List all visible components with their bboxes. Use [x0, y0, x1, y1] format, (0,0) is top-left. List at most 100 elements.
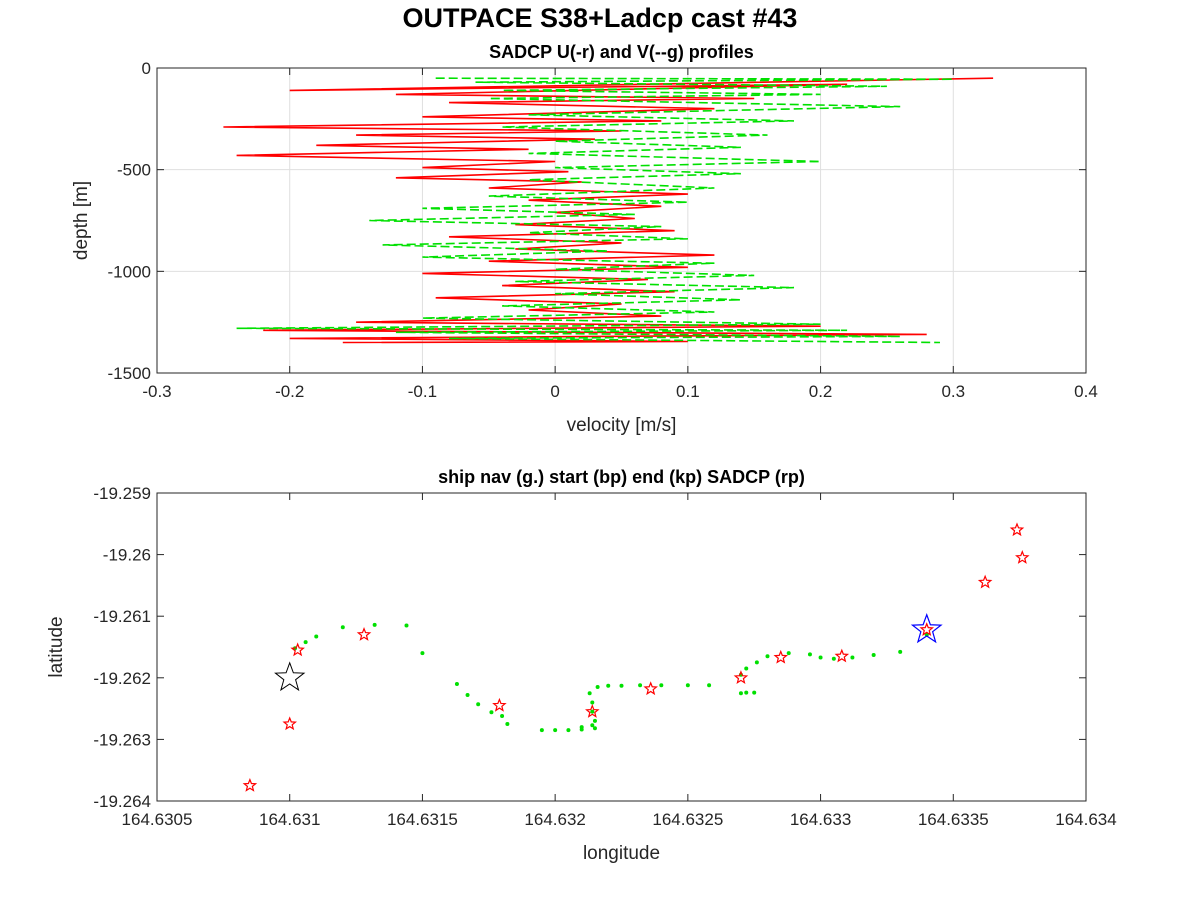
ship-nav-point — [765, 654, 770, 659]
ship-nav-point — [587, 691, 592, 696]
sadcp-point — [643, 681, 658, 696]
ship-nav-point — [638, 683, 643, 688]
ship-nav-point — [871, 653, 876, 658]
sadcp-point — [919, 622, 935, 636]
x-tick-label: 0.4 — [1074, 382, 1098, 401]
ship-nav-point — [590, 709, 595, 714]
x-tick-label: -0.3 — [142, 382, 171, 401]
y-tick-label: -19.259 — [93, 484, 151, 503]
nav-x-axis-label: longitude — [583, 843, 660, 864]
nav-axes-frame — [156, 492, 1087, 802]
y-tick-label: -1500 — [108, 364, 151, 383]
ship-nav-point — [898, 649, 903, 654]
ship-nav-point — [744, 666, 749, 671]
ship-nav-point — [850, 655, 855, 660]
sadcp-point — [1015, 550, 1030, 564]
ship-nav-point — [476, 702, 481, 707]
profiles-title: SADCP U(-r) and V(--g) profiles — [489, 42, 754, 62]
x-tick-label: 164.6305 — [122, 810, 193, 829]
v-velocity-line — [236, 77, 954, 344]
x-tick-label: 164.6335 — [918, 810, 989, 829]
ship-nav-point — [505, 722, 510, 726]
y-tick-label: -19.264 — [93, 792, 151, 811]
sadcp-point — [492, 697, 507, 712]
x-tick-label: 0.2 — [809, 382, 833, 401]
start-point-star — [274, 661, 306, 692]
y-tick-label: 0 — [142, 59, 151, 78]
profiles-data — [223, 77, 994, 344]
x-tick-label: 164.6315 — [387, 810, 458, 829]
ship-nav-point — [752, 690, 757, 695]
ship-nav-point — [590, 700, 595, 705]
ship-nav-point — [685, 683, 690, 688]
y-tick-label: -19.262 — [93, 669, 151, 688]
profiles-ticks: -0.3 -0.2 -0.1 0 0.1 0.2 0.3 0.4 -1500 -1000 -500 0 — [108, 59, 1098, 401]
profiles-plot-area — [157, 68, 1086, 373]
profiles-x-axis-label: velocity [m/s] — [567, 415, 677, 436]
ship-nav-point — [592, 726, 597, 731]
sadcp-point — [834, 648, 850, 663]
y-tick-label: -500 — [117, 161, 151, 180]
sadcp-point — [242, 777, 258, 792]
end-point-star — [910, 612, 943, 644]
ship-nav-point — [489, 710, 494, 715]
y-tick-label: -19.26 — [103, 546, 151, 565]
ship-nav-point — [553, 728, 558, 733]
figure-title: OUTPACE S38+Ladcp cast #43 — [403, 3, 798, 33]
ship-nav-point — [465, 693, 470, 698]
x-tick-label: 0.1 — [676, 382, 700, 401]
nav-plot-area — [157, 493, 1086, 801]
ship-nav-point — [500, 713, 505, 718]
ship-nav-point — [786, 651, 791, 656]
ship-nav-point — [738, 691, 743, 696]
sadcp-point — [733, 670, 749, 684]
nav-data — [242, 522, 1030, 792]
x-tick-label: 164.6325 — [652, 810, 723, 829]
sadcp-point — [773, 649, 789, 664]
ship-nav-point — [754, 660, 759, 665]
ship-nav-point — [303, 640, 308, 645]
ship-nav-point — [404, 623, 409, 628]
sadcp-point — [290, 642, 305, 657]
ship-nav-point — [619, 683, 624, 688]
y-tick-label: -19.261 — [93, 607, 151, 626]
profiles-axes: -0.3 -0.2 -0.1 0 0.1 0.2 0.3 0.4 -1500 -1000 -500 0… — [71, 42, 1098, 436]
ship-nav-point — [595, 685, 600, 690]
profiles-axes-frame — [156, 67, 1087, 374]
ship-nav-point — [592, 718, 597, 723]
ship-nav-point — [454, 681, 459, 686]
ship-nav-point — [831, 656, 836, 661]
nav-title: ship nav (g.) start (bp) end (kp) SADCP … — [438, 467, 805, 487]
x-tick-label: 164.633 — [790, 810, 851, 829]
nav-axes: 164.6305 164.631 164.6315 164.632 164.6325 16… — [46, 467, 1117, 864]
x-tick-label: 164.631 — [259, 810, 320, 829]
u-velocity-line — [223, 77, 994, 344]
ship-nav-point — [606, 683, 611, 688]
y-tick-label: -19.263 — [93, 730, 151, 749]
ship-nav-point — [420, 651, 425, 656]
x-tick-label: 0.3 — [941, 382, 965, 401]
ship-nav-point — [566, 728, 571, 733]
sadcp-point — [977, 574, 993, 589]
x-tick-label: 164.634 — [1055, 810, 1116, 829]
ship-nav-point — [659, 683, 664, 688]
ship-nav-point — [314, 634, 319, 639]
sadcp-point — [282, 716, 297, 731]
ship-nav-point — [340, 625, 345, 630]
profiles-y-axis-label: depth [m] — [71, 181, 92, 260]
ship-nav-point — [807, 652, 812, 657]
y-tick-label: -1000 — [108, 262, 151, 281]
ship-nav-point — [539, 728, 544, 733]
x-tick-label: 0 — [550, 382, 559, 401]
x-tick-label: 164.632 — [524, 810, 585, 829]
nav-ticks: 164.6305 164.631 164.6315 164.632 164.6325 16… — [93, 484, 1116, 829]
ship-nav-point — [579, 725, 584, 730]
x-tick-label: -0.2 — [275, 382, 304, 401]
sadcp-point — [1009, 522, 1025, 537]
sadcp-point — [585, 704, 600, 718]
ship-nav-point — [707, 683, 712, 688]
ship-nav-point — [590, 723, 595, 728]
x-tick-label: -0.1 — [408, 382, 437, 401]
ship-nav-point — [372, 622, 377, 627]
